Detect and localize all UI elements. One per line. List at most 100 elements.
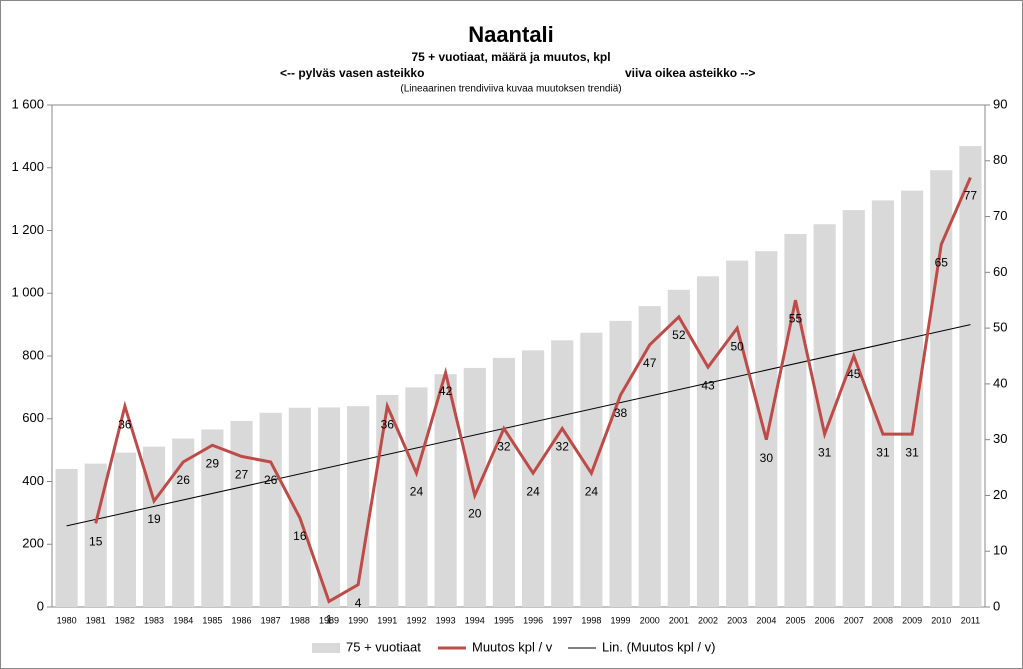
right-axis-note: viiva oikea asteikko --> [625, 66, 755, 80]
y2-tick-label: 90 [993, 96, 1007, 111]
x-tick-label: 2007 [844, 615, 864, 625]
x-tick-label: 1986 [232, 615, 252, 625]
y2-tick-label: 70 [993, 208, 1007, 223]
bar [726, 260, 749, 607]
left-axis-note: <-- pylväs vasen asteikko [280, 66, 424, 80]
bar [696, 276, 720, 607]
x-tick-label: 2008 [873, 615, 893, 625]
data-label: 24 [526, 484, 540, 498]
bar [492, 357, 516, 607]
data-label: 45 [847, 367, 861, 381]
x-tick-label: 1980 [57, 615, 77, 625]
x-tick-label: 1994 [465, 615, 485, 625]
y-tick-label: 1 600 [11, 96, 44, 111]
legend-label: Muutos kpl / v [472, 639, 553, 654]
y2-tick-label: 20 [993, 487, 1007, 502]
data-label: 26 [177, 473, 191, 487]
bar [434, 374, 457, 607]
data-label: 47 [643, 356, 657, 370]
data-label: 43 [701, 378, 715, 392]
bar [521, 350, 545, 607]
y-tick-label: 1 200 [11, 222, 44, 237]
data-label: 1 [326, 613, 333, 627]
bar [230, 420, 253, 607]
y-tick-label: 400 [22, 473, 44, 488]
data-label: 20 [468, 507, 482, 521]
chart-subtitle: 75 + vuotiaat, määrä ja muutos, kpl [411, 50, 610, 64]
data-label: 31 [818, 445, 832, 459]
y2-tick-label: 10 [993, 543, 1007, 558]
y2-tick-label: 80 [993, 152, 1007, 167]
bar [638, 306, 661, 607]
y-tick-label: 800 [22, 347, 44, 362]
bar [842, 210, 865, 607]
bar [288, 407, 311, 607]
x-tick-label: 1995 [494, 615, 514, 625]
y2-tick-label: 40 [993, 375, 1007, 390]
bar [813, 224, 836, 607]
bar [901, 190, 924, 607]
y2-tick-label: 30 [993, 431, 1007, 446]
bar [609, 320, 632, 607]
legend-swatch [312, 643, 340, 653]
data-label: 24 [410, 484, 424, 498]
trend-line [66, 324, 971, 527]
x-tick-label: 1991 [377, 615, 397, 625]
bar [201, 429, 224, 607]
x-tick-label: 1999 [611, 615, 631, 625]
bar [959, 146, 982, 607]
y-tick-label: 600 [22, 410, 44, 425]
data-label: 50 [730, 339, 744, 353]
bar [259, 412, 282, 607]
bar [930, 170, 953, 607]
x-tick-label: 2003 [727, 615, 747, 625]
data-label: 26 [264, 473, 278, 487]
y2-tick-label: 0 [993, 598, 1000, 613]
bar [755, 251, 778, 607]
data-label: 36 [381, 417, 395, 431]
bar [667, 289, 690, 607]
chart-note: (Lineaarinen trendiviiva kuvaa muutoksen… [400, 84, 621, 95]
x-tick-label: 1988 [290, 615, 310, 625]
data-label: 65 [935, 256, 949, 270]
x-tick-label: 1998 [581, 615, 601, 625]
x-tick-label: 1989 [319, 615, 339, 625]
x-tick-label: 2011 [961, 615, 980, 625]
x-tick-label: 2002 [698, 615, 718, 625]
bar [113, 452, 136, 607]
chart-title: Naantali [468, 22, 554, 47]
x-tick-label: 1996 [523, 615, 543, 625]
bar [784, 233, 807, 608]
x-tick-label: 1990 [348, 615, 368, 625]
data-label: 15 [89, 535, 103, 549]
data-label: 42 [439, 384, 453, 398]
bar [55, 468, 78, 607]
x-tick-label: 2005 [785, 615, 805, 625]
x-tick-label: 1982 [115, 615, 135, 625]
data-label: 38 [614, 406, 628, 420]
x-tick-label: 1992 [406, 615, 426, 625]
bar [317, 407, 341, 607]
y2-tick-label: 60 [993, 264, 1007, 279]
legend-label: Lin. (Muutos kpl / v) [602, 639, 715, 654]
data-label: 31 [905, 445, 919, 459]
x-tick-label: 1985 [202, 615, 222, 625]
data-label: 27 [235, 468, 249, 482]
data-label: 32 [497, 440, 511, 454]
data-label: 77 [964, 189, 978, 203]
data-label: 31 [876, 445, 890, 459]
data-label: 16 [293, 529, 307, 543]
data-label: 36 [118, 417, 132, 431]
data-label: 19 [147, 512, 161, 526]
data-label: 24 [585, 484, 599, 498]
y-tick-label: 1 400 [11, 159, 44, 174]
data-label: 4 [355, 596, 362, 610]
x-tick-label: 2001 [669, 615, 689, 625]
x-tick-label: 1987 [261, 615, 281, 625]
x-tick-label: 2004 [756, 615, 776, 625]
y-tick-label: 0 [37, 598, 44, 613]
data-label: 32 [556, 440, 570, 454]
data-label: 55 [789, 311, 803, 325]
y-tick-label: 1 000 [11, 285, 44, 300]
